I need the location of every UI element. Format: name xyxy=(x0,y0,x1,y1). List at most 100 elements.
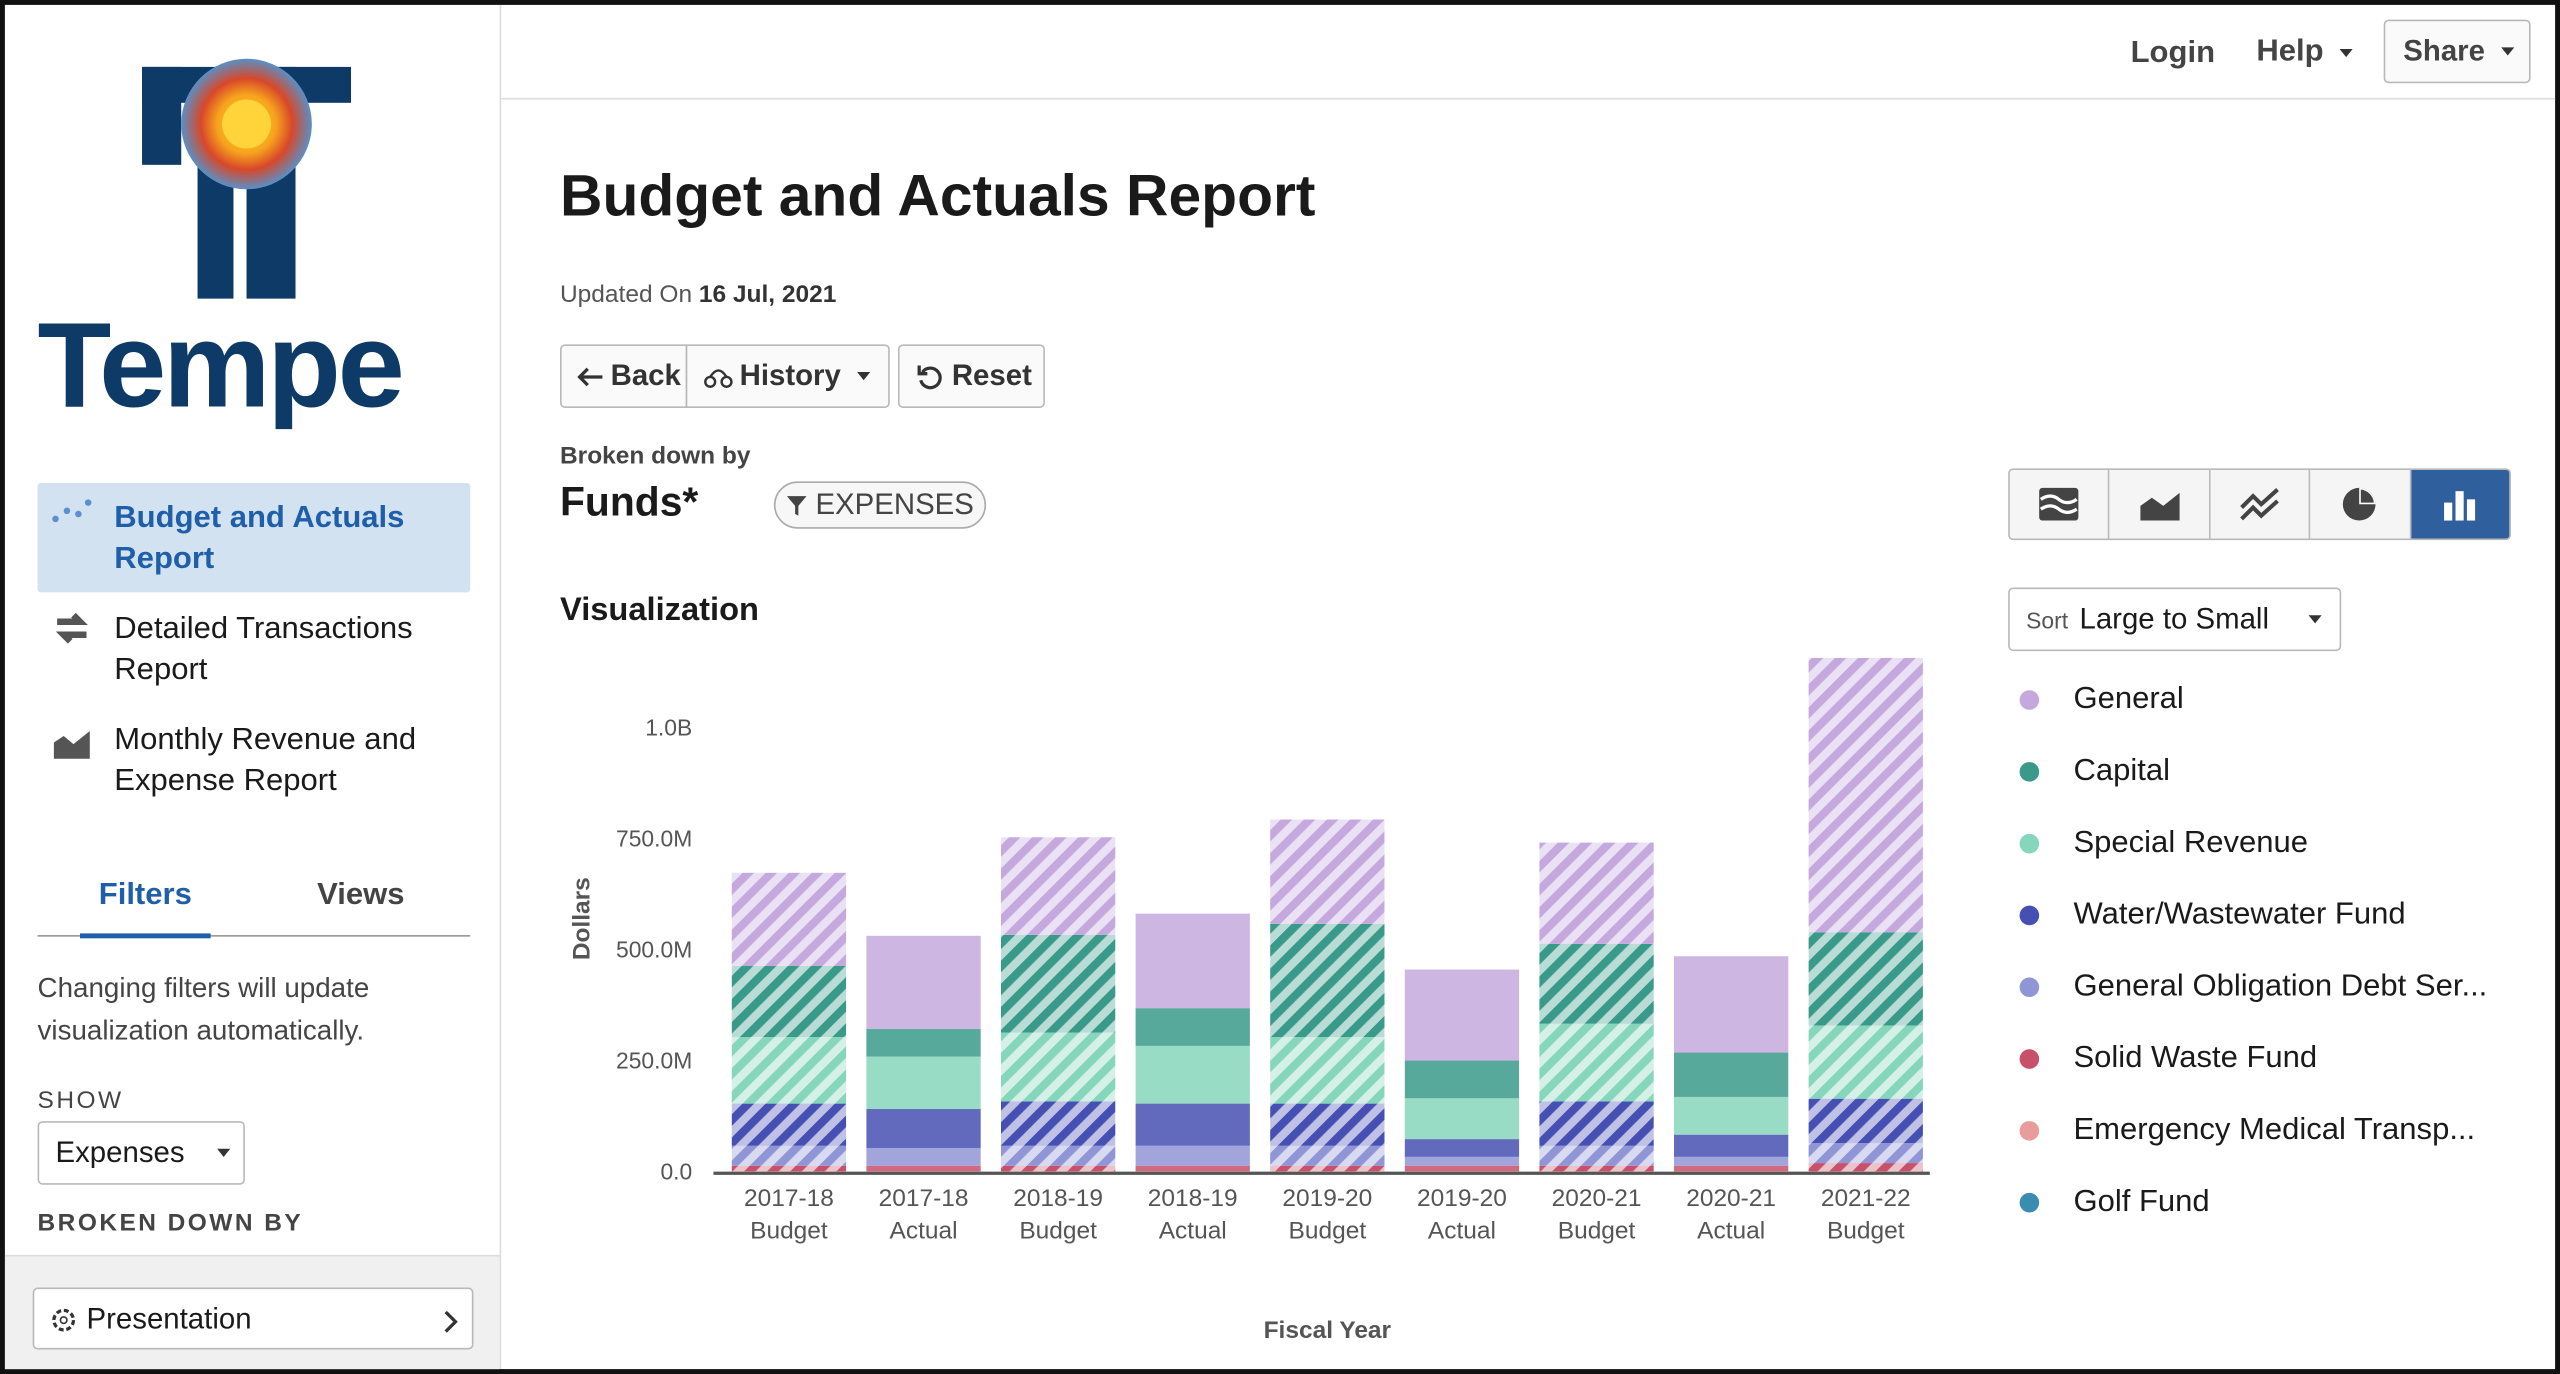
y-tick-label: 500.0M xyxy=(616,936,692,962)
x-tick-label: 2018-19 Budget xyxy=(1013,1185,1103,1245)
bar-segment xyxy=(1674,1052,1789,1097)
nav-label: Budget and Actuals Report xyxy=(114,500,405,577)
chevron xyxy=(444,1310,458,1333)
arrow-icon xyxy=(577,366,603,386)
legend-label: Emergency Medical Transp... xyxy=(2073,1112,2476,1148)
legend-label: Capital xyxy=(2073,753,2171,789)
nav-item[interactable]: Detailed Transactions Report xyxy=(38,609,471,691)
legend-item[interactable]: Emergency Medical Transp... xyxy=(2019,1112,2476,1149)
icon xyxy=(2039,487,2079,521)
login-link[interactable]: Login xyxy=(2130,35,2216,71)
bar-segment xyxy=(866,1108,981,1148)
breakdown-label: Broken down by xyxy=(559,442,751,470)
tab[interactable]: Filters xyxy=(98,877,192,913)
y-tick-label: 750.0M xyxy=(616,825,692,851)
legend-item[interactable]: Special Revenue xyxy=(2019,826,2308,862)
share-button[interactable]: Share xyxy=(2383,19,2531,84)
bar-segment xyxy=(1674,1165,1789,1172)
bar-segment xyxy=(866,1056,981,1109)
help-menu[interactable]: Help xyxy=(2256,34,2353,70)
x-tick-label: 2021-22 Budget xyxy=(1821,1185,1911,1245)
legend-label: Water/Wastewater Fund xyxy=(2073,897,2406,932)
bar-segment xyxy=(1000,837,1116,935)
chart-type-button[interactable] xyxy=(2311,469,2411,539)
x-tick-label: 2019-20 Actual xyxy=(1417,1185,1507,1245)
bar-segment xyxy=(866,935,981,1030)
nav-label: Monthly Revenue and Expense Report xyxy=(114,722,417,798)
presentation-button[interactable]: Presentation xyxy=(32,1287,474,1350)
nav-icon xyxy=(53,731,90,759)
legend-swatch xyxy=(2019,833,2040,854)
bar-segment xyxy=(1674,1096,1789,1135)
tab-rule xyxy=(37,935,471,937)
legend-item[interactable]: Solid Waste Fund xyxy=(2019,1041,2317,1077)
sort-select[interactable]: Sort Large to Small xyxy=(2008,587,2342,652)
legend-swatch xyxy=(2019,690,2040,710)
updated: Updated On 16 Jul, 2021 xyxy=(560,281,836,309)
legend-item[interactable]: Water/Wastewater Fund xyxy=(2019,897,2406,934)
bar-segment xyxy=(1000,1032,1116,1102)
bar-segment xyxy=(731,966,847,1038)
x-axis-title: Fiscal Year xyxy=(1264,1317,1392,1344)
history-button[interactable]: History xyxy=(685,344,890,408)
button-label: Reset xyxy=(951,359,1032,392)
bar-segment xyxy=(1404,1060,1520,1099)
logo: Tempe xyxy=(38,58,405,429)
x-tick-label: 2017-18 Budget xyxy=(744,1185,834,1245)
bar-segment xyxy=(1270,819,1385,924)
history-icon xyxy=(704,368,733,388)
sort-label: Sort xyxy=(2026,606,2069,633)
chart-type-button[interactable] xyxy=(2210,469,2311,539)
filter-chip[interactable]: EXPENSES xyxy=(773,481,987,529)
legend-item[interactable]: General xyxy=(2019,682,2184,718)
legend-item[interactable]: General Obligation Debt Ser... xyxy=(2019,969,2487,1005)
reset-button[interactable]: Reset xyxy=(897,344,1045,408)
bar-segment xyxy=(866,1165,981,1172)
bar-segment xyxy=(1000,1145,1116,1166)
legend-swatch xyxy=(2019,977,2040,998)
nav-item[interactable]: Monthly Revenue and Expense Report xyxy=(38,720,471,802)
x-tick-label: 2020-21 Actual xyxy=(1686,1185,1776,1245)
bar-segment xyxy=(1000,1101,1116,1146)
gear-icon xyxy=(52,1308,76,1332)
legend-swatch xyxy=(2019,1121,2040,1141)
bar-segment xyxy=(1674,1134,1789,1157)
bar-segment xyxy=(1404,1139,1520,1157)
bar-segment xyxy=(1270,923,1385,1038)
legend-swatch xyxy=(2019,1049,2040,1069)
bar-segment xyxy=(1808,1163,1923,1172)
chart-type-button[interactable] xyxy=(2110,469,2211,539)
legend-item[interactable]: Capital xyxy=(2019,753,2171,790)
nav-item[interactable]: Budget and Actuals Report xyxy=(37,483,471,593)
updated-label: Updated On xyxy=(559,280,693,309)
legend-item[interactable]: Golf Fund xyxy=(2019,1185,2210,1221)
tab[interactable]: Views xyxy=(317,877,405,913)
back-button[interactable]: Back xyxy=(559,344,688,408)
bar-segment xyxy=(1808,657,1923,933)
bar-segment xyxy=(1135,1165,1250,1172)
bar-segment xyxy=(1808,1098,1923,1144)
bar-segment xyxy=(866,1147,981,1166)
field-label: SHOW xyxy=(37,1086,124,1115)
chart-type-button[interactable] xyxy=(2010,469,2111,539)
bar-segment xyxy=(1135,1145,1250,1166)
bar-segment xyxy=(1000,1165,1116,1172)
y-axis-title: Dollars xyxy=(568,877,595,960)
field-label: BROKEN DOWN BY xyxy=(37,1209,304,1237)
bar-segment xyxy=(1674,1156,1789,1166)
bar-segment xyxy=(731,1037,847,1104)
bar-segment xyxy=(1808,1143,1923,1164)
bar-segment xyxy=(1135,1008,1250,1046)
icon xyxy=(2240,488,2279,521)
y-tick-label: 1.0B xyxy=(645,714,692,740)
bar-segment xyxy=(1808,1025,1923,1099)
bar-segment xyxy=(731,872,847,967)
bar-segment xyxy=(1539,1101,1654,1146)
x-tick-label: 2018-19 Actual xyxy=(1148,1185,1238,1245)
bar-segment xyxy=(1539,1023,1654,1102)
chart-type-button[interactable] xyxy=(2410,469,2510,539)
y-tick-label: 0.0 xyxy=(660,1158,692,1184)
bar-segment xyxy=(1270,1165,1385,1172)
bar-segment xyxy=(866,1029,981,1057)
select[interactable]: Expenses xyxy=(37,1121,245,1185)
